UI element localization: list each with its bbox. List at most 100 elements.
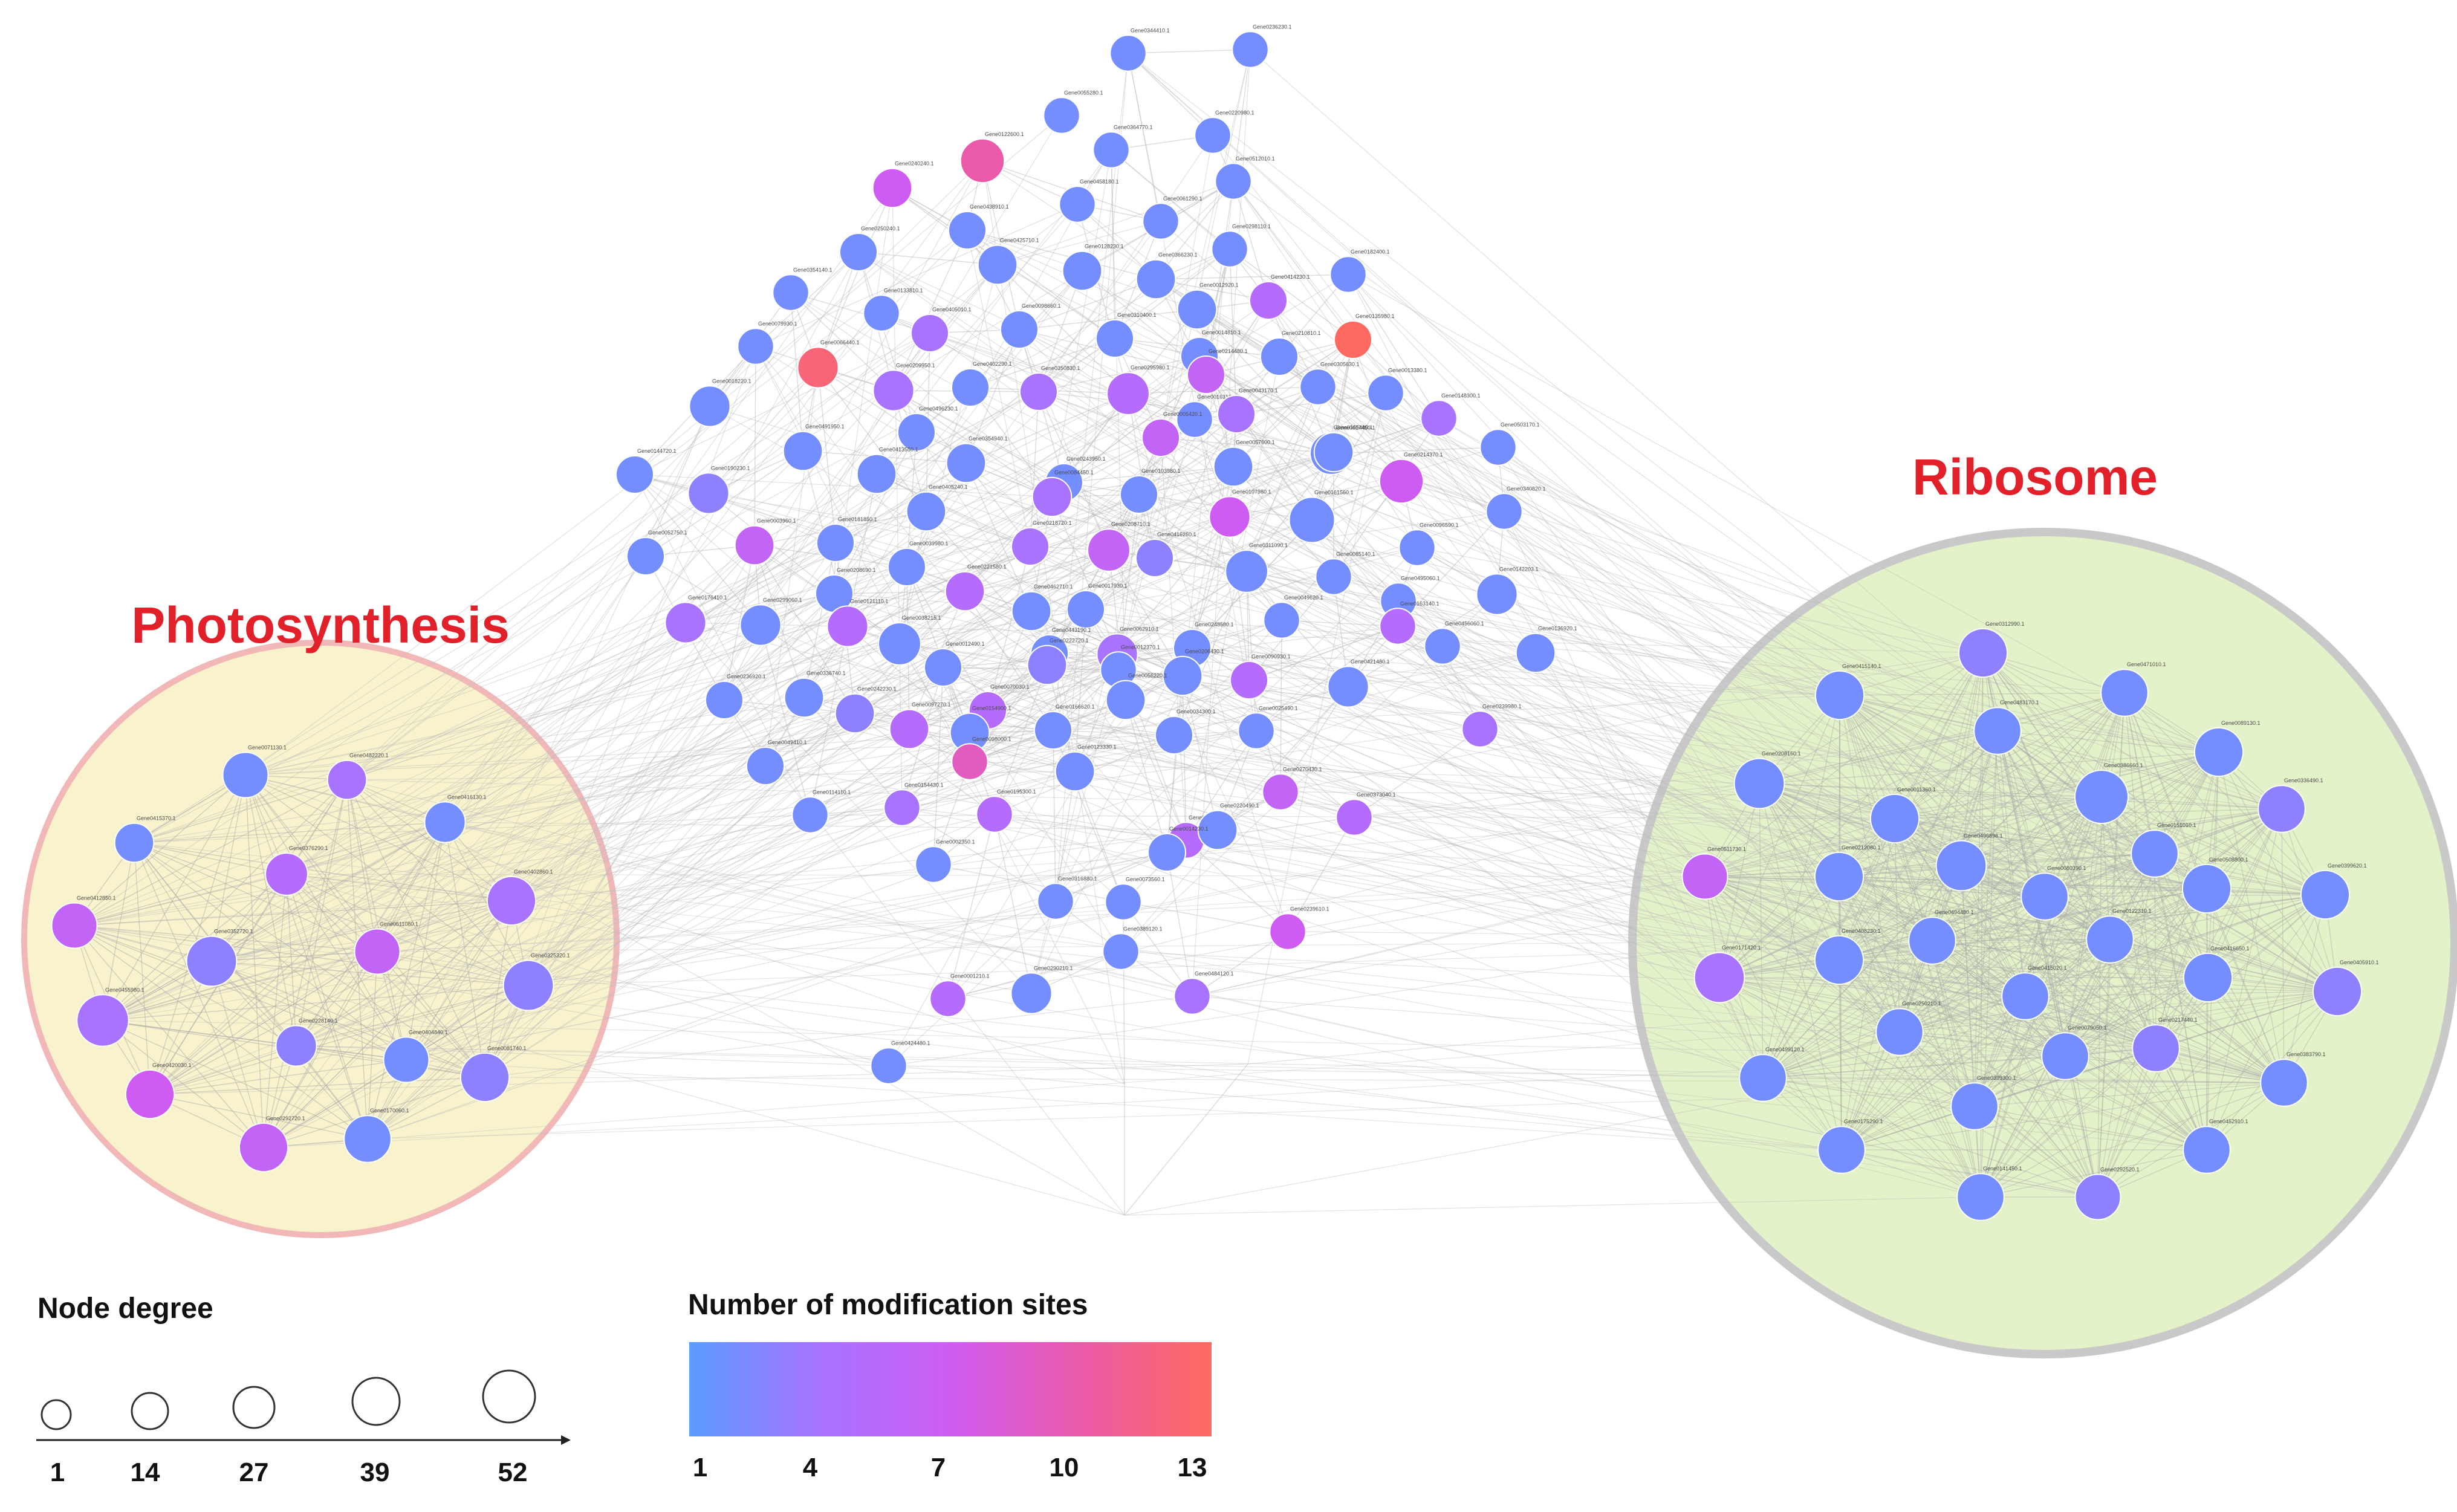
interaction-edge: [901, 626, 1398, 808]
gene-node-circle: [2074, 770, 2129, 824]
gene-node-label: Gene0181850.1: [838, 516, 877, 522]
interaction-edge: [1128, 53, 1257, 732]
interaction-edge: [286, 874, 2098, 1198]
interaction-edge: [1719, 692, 2125, 978]
gene-node-label: Gene0383790.1: [2287, 1051, 2326, 1057]
interaction-edge: [2206, 751, 2219, 1150]
interaction-edge: [876, 473, 1998, 732]
interaction-edge: [967, 230, 1157, 280]
interaction-edge: [1762, 730, 1998, 1079]
interaction-edge: [1031, 611, 2066, 1057]
interaction-edge: [444, 547, 1418, 823]
interaction-edge: [2283, 894, 2326, 1083]
interaction-edge: [1980, 1149, 2207, 1198]
interaction-edge: [966, 329, 1020, 464]
interaction-edge: [1333, 576, 1975, 1107]
interaction-edge: [74, 925, 368, 1140]
interaction-edge: [1839, 808, 2282, 877]
interaction-edge: [987, 710, 1175, 736]
gene-node-label: Gene0239980.1: [1482, 703, 1522, 709]
gene-node-label: Gene0208160.1: [1762, 751, 1801, 757]
interaction-edge: [1980, 991, 2338, 1198]
interaction-edge: [74, 900, 512, 926]
gene-node-label: Gene0151010.1: [2157, 822, 2196, 828]
interaction-edge: [1997, 730, 2045, 897]
ribosome-node: Gene0415140.1: [1814, 663, 1881, 721]
main-node: Gene0295980.1: [1106, 365, 1170, 415]
gene-node-circle: [1011, 527, 1050, 566]
gene-node-circle: [1935, 840, 1987, 892]
interaction-edge: [994, 814, 1032, 994]
degree-legend-circle-27: [232, 1386, 276, 1429]
interaction-edge: [444, 545, 755, 823]
interaction-edge: [1759, 783, 2207, 889]
gene-node-label: Gene0389120.1: [1123, 926, 1163, 932]
interaction-edge: [286, 653, 1050, 875]
gene-node-label: Gene0098660.1: [1022, 303, 1061, 309]
interaction-edge: [484, 419, 1195, 1078]
main-node: Gene0424480.1: [870, 1040, 930, 1085]
interaction-edge: [367, 713, 855, 1140]
interaction-edge: [149, 1094, 368, 1140]
gene-node-label: Gene0443190.1: [1052, 627, 1091, 633]
interaction-edge: [263, 160, 983, 1148]
interaction-edge: [102, 814, 995, 1021]
interaction-edge: [1841, 751, 2219, 1150]
interaction-edge: [1839, 876, 2285, 1083]
ribosome-node: Gene0408230.1: [1814, 928, 1881, 985]
interaction-edge: [901, 807, 2111, 940]
interaction-edge: [1117, 571, 1247, 655]
gene-node-label: Gene0122600.1: [985, 131, 1024, 137]
interaction-edge: [2044, 896, 2066, 1057]
interaction-edge: [406, 406, 710, 1060]
interaction-edge: [1233, 181, 1269, 301]
interaction-edge: [74, 774, 246, 926]
interaction-edge: [102, 900, 512, 1021]
interaction-edge: [528, 840, 1187, 986]
interaction-edge: [346, 313, 882, 780]
interaction-edge: [1759, 783, 2285, 1083]
interaction-edge: [997, 221, 1161, 265]
gene-node-circle: [51, 902, 98, 949]
gene-node-circle: [1176, 401, 1213, 438]
interaction-edge: [1128, 386, 1319, 394]
interaction-edge: [760, 625, 1975, 1107]
gene-node-circle: [1814, 935, 1865, 985]
gene-node-label: Gene0079930.1: [758, 320, 797, 326]
interaction-edge: [1899, 808, 2282, 1033]
main-node: Gene0366230.1: [1135, 252, 1198, 300]
interaction-edge: [1839, 876, 1842, 1150]
interaction-edge: [1997, 730, 2326, 895]
main-node: Gene0190230.1: [687, 465, 750, 514]
gene-node-circle: [1187, 355, 1225, 394]
gene-node-label: Gene0148300.1: [1441, 392, 1481, 398]
gene-node-circle: [2041, 1032, 2089, 1080]
main-node: Gene0311090.1: [1225, 542, 1288, 593]
main-node: Gene0405240.1: [906, 484, 968, 532]
interaction-edge: [1974, 730, 1998, 1107]
gene-node-circle: [1105, 883, 1142, 921]
photosynthesis-node: Gene0415370.1: [114, 816, 176, 863]
interaction-edge: [245, 774, 264, 1148]
main-node: Gene0416260.1: [1135, 531, 1196, 577]
interaction-edge: [1038, 391, 1161, 438]
interaction-edge: [1894, 818, 2155, 854]
interaction-edge: [149, 774, 246, 1095]
main-node: Gene0002350.1: [915, 839, 975, 883]
gene-node-circle: [265, 852, 308, 896]
interaction-edge: [102, 481, 1402, 1021]
gene-node-circle: [1875, 1008, 1924, 1056]
main-node: Gene0336740.1: [784, 670, 846, 718]
interaction-edge: [2065, 1056, 2098, 1198]
interaction-edge: [245, 774, 512, 901]
interaction-edge: [2154, 853, 2326, 895]
interaction-edge: [929, 333, 1840, 696]
interaction-edge: [997, 264, 1129, 394]
interaction-edge: [1063, 374, 1207, 483]
interaction-edge: [134, 333, 930, 843]
gene-node-label: Gene0012370.1: [1121, 644, 1160, 650]
gene-node-label: Gene0038215.1: [902, 615, 941, 621]
interaction-edge: [149, 355, 1200, 1095]
interaction-edge: [286, 874, 1706, 877]
main-node: Gene0055280.1: [1043, 89, 1103, 134]
